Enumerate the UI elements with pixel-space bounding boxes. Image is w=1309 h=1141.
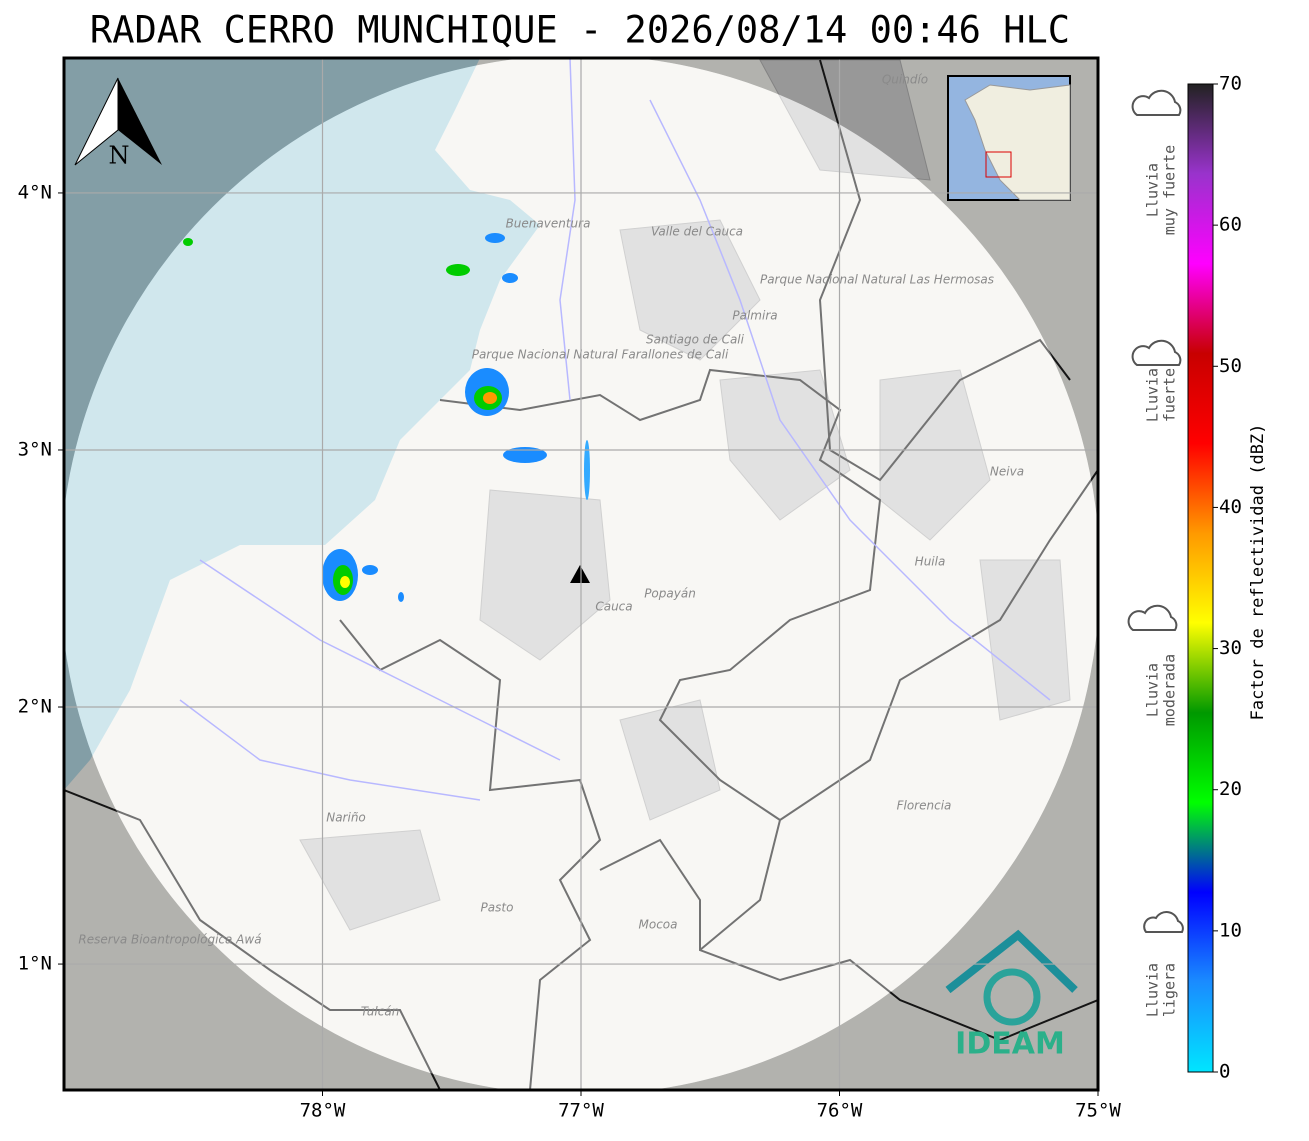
place-label: Palmira (732, 309, 777, 323)
title: RADAR CERRO MUNCHIQUE - 2026/08/14 00:46… (90, 9, 1070, 52)
rain-level-label: Lluvia (1144, 963, 1162, 1017)
place-label: Pasto (481, 901, 514, 915)
x-tick-label: 78°W (300, 1100, 346, 1122)
logo: IDEAM (945, 929, 1078, 1062)
place-label: Reserva Bioantropológica Awá (78, 933, 261, 947)
y-tick-label: 3°N (18, 438, 52, 460)
place-label: Florencia (897, 799, 952, 813)
north-label: N (109, 142, 130, 170)
colorbar-tick-label: 40 (1219, 496, 1242, 518)
colorbar-tick-label: 50 (1219, 355, 1242, 377)
place-label: Cauca (595, 600, 632, 614)
place-label: Valle del Cauca (651, 225, 743, 239)
place-label: Tulcán (361, 1005, 400, 1019)
colorbar-tick-label: 10 (1219, 919, 1242, 941)
y-tick-label: 1°N (18, 953, 52, 975)
rain-level-label: Lluvia (1144, 368, 1162, 422)
rain-level-label: moderada (1161, 654, 1179, 726)
echoes (183, 233, 590, 602)
y-tick-label: 2°N (18, 696, 52, 718)
inset-map (947, 75, 1071, 201)
rain-level-label: ligera (1161, 963, 1179, 1017)
colorbar-tick-label: 60 (1219, 214, 1242, 236)
logo-text: IDEAM (955, 1027, 1065, 1062)
rain-level-label: Lluvia (1144, 163, 1162, 217)
radar-site (570, 565, 590, 583)
place-label: Quindío (882, 73, 928, 87)
place-label: Popayán (644, 587, 696, 601)
place-label: Santiago de Cali (646, 333, 745, 347)
rain-icons (1127, 89, 1184, 933)
north-arrow: N (74, 77, 162, 170)
rivers (179, 58, 1051, 801)
x-tick-label: 75°W (1075, 1100, 1121, 1122)
x-tick-label: 77°W (558, 1100, 604, 1122)
place-label: Nariño (326, 811, 366, 825)
colorbar (1187, 83, 1214, 1073)
place-label: Buenaventura (506, 217, 591, 231)
borders (64, 59, 1098, 1090)
colorbar-label: Factor de reflectividad (dBZ) (1248, 424, 1268, 721)
place-label: Parque Nacional Natural Farallones de Ca… (472, 348, 729, 362)
rain-level-label: muy fuerte (1161, 145, 1179, 235)
place-label: Huila (915, 555, 946, 569)
rain-level-label: Lluvia (1144, 663, 1162, 717)
place-label: Parque Nacional Natural Las Hermosas (760, 273, 994, 287)
place-label: Mocoa (639, 918, 678, 932)
colorbar-tick-label: 70 (1219, 73, 1242, 95)
colorbar-tick-label: 30 (1219, 637, 1242, 659)
y-tick-label: 4°N (18, 181, 52, 203)
ocean (64, 58, 540, 790)
place-label: Neiva (990, 465, 1024, 479)
rain-level-label: fuerte (1161, 368, 1179, 422)
colorbar-tick-label: 20 (1219, 778, 1242, 800)
terrain (299, 59, 1071, 931)
colorbar-tick-label: 0 (1219, 1061, 1230, 1083)
x-tick-label: 76°W (817, 1100, 863, 1122)
